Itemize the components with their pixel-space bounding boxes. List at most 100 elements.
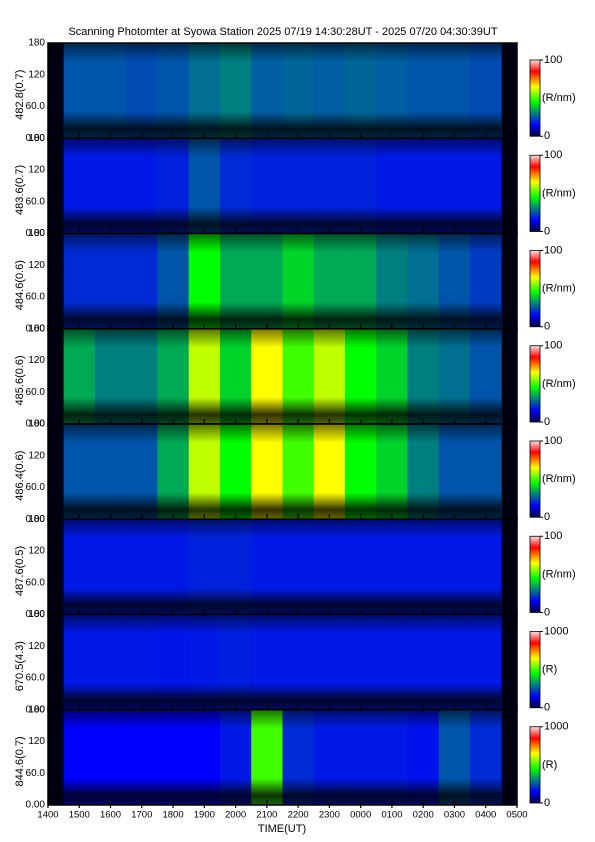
colorbar-tick-label: 100	[544, 244, 562, 256]
y-tick-label: 60.0	[26, 101, 46, 112]
panel-frame	[47, 709, 518, 806]
y-tick-label: 180	[28, 419, 45, 430]
colorbar	[529, 345, 541, 423]
x-tick-label: 0400	[475, 810, 496, 821]
y-axis-label: 483.6(0.7)	[14, 165, 26, 215]
colorbar	[529, 250, 541, 328]
y-tick-label: 60.0	[26, 196, 46, 207]
x-tick-label: 2300	[319, 810, 340, 821]
x-tick-label: 2100	[256, 810, 277, 821]
colorbar-tick-label: 0	[544, 321, 550, 333]
colorbar-label: (R/nm)	[542, 92, 576, 104]
x-tick-label: 2000	[225, 810, 246, 821]
colorbar	[529, 535, 541, 613]
colorbar-tick-label: 1000	[544, 721, 568, 733]
y-tick-label: 180	[28, 323, 45, 334]
y-axis-label: 482.8(0.7)	[14, 70, 26, 120]
elevation-shading	[63, 328, 502, 424]
x-tick-label: 1500	[69, 810, 90, 821]
colorbar	[529, 631, 541, 709]
colorbar-tick-label: 0	[544, 606, 550, 618]
chart-title: Scanning Photomter at Syowa Station 2025…	[68, 26, 497, 38]
colorbar-tick-label: 100	[544, 530, 562, 542]
colorbar-tick-label: 0	[544, 511, 550, 523]
colorbar-tick-label: 0	[544, 702, 550, 714]
x-tick-label: 0000	[350, 810, 371, 821]
colorbar-tick-label: 0	[544, 416, 550, 428]
y-tick-label: 120	[28, 69, 45, 80]
y-tick-label: 120	[28, 736, 45, 747]
colorbar-label: (R/nm)	[542, 378, 576, 390]
colorbar-tick-label: 1000	[544, 625, 568, 637]
y-tick-label: 120	[28, 641, 45, 652]
x-tick-label: 1800	[162, 810, 183, 821]
elevation-shading	[63, 43, 502, 139]
x-tick-label: 0300	[444, 810, 465, 821]
y-tick-label: 0.00	[26, 609, 46, 620]
y-tick-label: 0.00	[26, 514, 46, 525]
y-tick-label: 60.0	[26, 673, 46, 684]
y-tick-label: 0.00	[26, 323, 46, 334]
x-tick-label: 1900	[194, 810, 215, 821]
x-tick-label: 1700	[131, 810, 152, 821]
x-tick-label: 0500	[506, 810, 527, 821]
elevation-shading	[63, 233, 502, 329]
y-tick-label: 60.0	[26, 577, 46, 588]
colorbar-label: (R/nm)	[542, 568, 576, 580]
colorbar-tick-label: 100	[544, 149, 562, 161]
x-tick-label: 1400	[37, 810, 58, 821]
elevation-shading	[63, 138, 502, 234]
colorbar	[529, 154, 541, 232]
y-tick-label: 120	[28, 355, 45, 366]
elevation-shading	[63, 709, 502, 805]
y-axis-label: 486.4(0.6)	[14, 451, 26, 501]
colorbar-tick-label: 100	[544, 54, 562, 66]
x-tick-label: 2200	[288, 810, 309, 821]
y-tick-label: 0.00	[26, 228, 46, 239]
y-tick-label: 120	[28, 450, 45, 461]
colorbar-tick-label: 100	[544, 435, 562, 447]
colorbar	[529, 59, 541, 137]
y-tick-label: 60.0	[26, 292, 46, 303]
colorbar-tick-label: 0	[544, 225, 550, 237]
x-tick-label: 0100	[381, 810, 402, 821]
y-tick-label: 180	[28, 133, 45, 144]
y-axis-label: 485.6(0.6)	[14, 355, 26, 405]
colorbar-label: (R/nm)	[542, 473, 576, 485]
colorbar-label: (R)	[542, 759, 557, 771]
x-axis-label: TIME(UT)	[258, 823, 306, 835]
y-tick-label: 0.00	[26, 800, 46, 811]
y-tick-label: 60.0	[26, 387, 46, 398]
y-axis-label: 844.6(0.7)	[14, 736, 26, 786]
x-tick-label: 0200	[413, 810, 434, 821]
y-tick-label: 120	[28, 165, 45, 176]
colorbar-label: (R/nm)	[542, 283, 576, 295]
colorbar-label: (R/nm)	[542, 187, 576, 199]
y-tick-label: 180	[28, 514, 45, 525]
colorbar	[529, 440, 541, 518]
y-tick-label: 0.00	[26, 419, 46, 430]
y-tick-label: 120	[28, 260, 45, 271]
colorbar-tick-label: 0	[544, 130, 550, 142]
y-axis-label: 487.6(0.5)	[14, 546, 26, 596]
colorbar	[529, 726, 541, 804]
elevation-shading	[63, 519, 502, 615]
y-tick-label: 180	[28, 38, 45, 49]
y-tick-label: 120	[28, 546, 45, 557]
y-tick-label: 180	[28, 704, 45, 715]
y-tick-label: 0.00	[26, 704, 46, 715]
elevation-shading	[63, 614, 502, 710]
x-tick-label: 1600	[100, 810, 121, 821]
y-axis-label: 484.6(0.6)	[14, 260, 26, 310]
colorbar-label: (R)	[542, 664, 557, 676]
y-tick-label: 60.0	[26, 482, 46, 493]
colorbar-tick-label: 0	[544, 797, 550, 809]
y-axis-label: 670.5(4.3)	[14, 641, 26, 691]
y-tick-label: 180	[28, 609, 45, 620]
y-tick-label: 0.00	[26, 133, 46, 144]
colorbar-tick-label: 100	[544, 340, 562, 352]
y-tick-label: 60.0	[26, 768, 46, 779]
y-tick-label: 180	[28, 228, 45, 239]
